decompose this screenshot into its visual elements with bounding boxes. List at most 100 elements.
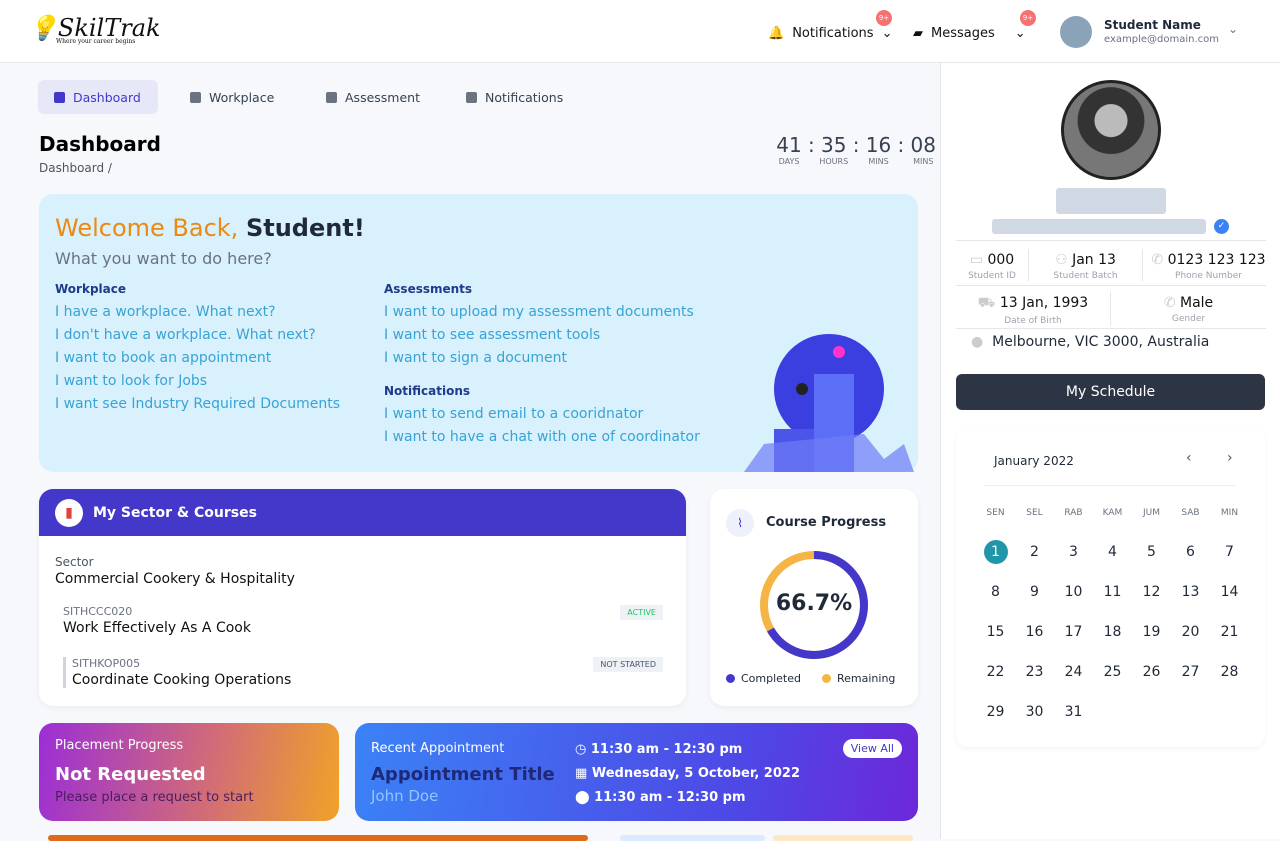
calendar-day[interactable]: 9 [1030,584,1039,600]
logo[interactable]: 💡SkilTrak Where your career begins [28,14,161,45]
workplace-link[interactable]: I want to look for Jobs [55,373,208,389]
workplace-links: Workplace I have a workplace. What next?… [55,282,340,419]
calendar-day[interactable]: 15 [986,624,1005,640]
location-pin-icon: ⬤ [575,790,590,805]
profile-panel: ✓ ▭ 000 Student ID ⚇ Jan 13 Student Batch … [940,63,1280,839]
calendar-day[interactable]: 21 [1220,624,1239,640]
student-id: ▭ 000 Student ID [968,252,1016,281]
calendar-day[interactable]: 22 [986,664,1005,680]
assessment-links: Assessments I want to upload my assessme… [384,282,700,452]
tab-notifications[interactable]: Notifications [450,80,579,114]
sector-courses-card: ▮ My Sector & Courses Sector Commercial … [39,489,686,706]
chevron-left-icon[interactable]: ‹ [1186,450,1192,466]
weekday-label: SEN [986,508,1005,518]
calendar-day[interactable]: 6 [1186,544,1195,560]
calendar-day[interactable]: 14 [1220,584,1239,600]
building-icon [190,91,201,103]
notification-link[interactable]: I want to send email to a cooridnator [384,406,644,422]
calendar-month: January 2022 [994,454,1074,468]
calendar-day[interactable]: 2 [1030,544,1039,560]
email-placeholder [992,219,1206,234]
calendar-weekdays: SEN SEL RAB KAM JUM SAB MIN [976,508,1249,518]
timer-mins: 16 [865,133,892,157]
calendar-day[interactable]: 3 [1069,544,1078,560]
calendar-day[interactable]: 27 [1181,664,1200,680]
tab-assessment[interactable]: Assessment [310,80,436,114]
notification-link[interactable]: I want to have a chat with one of coordi… [384,429,700,445]
tab-dashboard[interactable]: Dashboard [38,80,158,114]
calendar-day[interactable]: 18 [1103,624,1122,640]
view-all-button[interactable]: View All [842,739,902,758]
recent-appointment-card: Recent Appointment Appointment Title Joh… [355,723,918,821]
chevron-right-icon[interactable]: › [1227,450,1233,466]
user-menu-chevron-icon[interactable]: ⌄ [1228,22,1239,36]
welcome-card: Welcome Back, Student! What you want to … [39,194,918,472]
sector-card-title: My Sector & Courses [93,504,257,521]
workplace-link[interactable]: I don't have a workplace. What next? [55,327,316,343]
calendar: January 2022 ‹ › SEN SEL RAB KAM JUM SAB MIN 1… [956,428,1265,747]
user-avatar[interactable] [1060,16,1092,48]
tab-workplace[interactable]: Workplace [174,80,290,114]
notifications-heading: Notifications [384,384,471,398]
chevron-down-icon: ⌄ [881,26,893,41]
workplace-link[interactable]: I want see Industry Required Documents [55,396,341,412]
messages-menu[interactable]: ▰ Messages ⌄ [913,26,1026,41]
address: ● Melbourne, VIC 3000, Australia [971,334,1210,350]
my-schedule-button[interactable]: My Schedule [956,374,1265,410]
calendar-day[interactable]: 16 [1025,624,1044,640]
progress-value: 66.7% [775,591,853,616]
workplace-link[interactable]: I have a workplace. What next? [55,304,276,320]
bell-icon: 🔔 [768,26,785,41]
status-badge: ACTIVE [620,605,663,620]
profile-info-grid: ▭ 000 Student ID ⚇ Jan 13 Student Batch ✆ … [956,240,1266,329]
calendar-day[interactable]: 11 [1103,584,1122,600]
weekday-label: RAB [1064,508,1083,518]
placement-status: Not Requested [55,764,206,785]
name-placeholder [1056,188,1166,214]
calendar-day[interactable]: 20 [1181,624,1200,640]
phone-icon: ✆ [1151,252,1164,268]
calendar-day[interactable]: 31 [1064,704,1083,720]
calendar-day[interactable]: 29 [986,704,1005,720]
calendar-day[interactable]: 4 [1108,544,1117,560]
course-item[interactable]: SITHKOP005 Coordinate Cooking Operations… [63,657,663,688]
progress-completed-arc [760,551,868,659]
weekday-label: SEL [1026,508,1043,518]
next-card-partial [620,835,765,841]
top-header: 💡SkilTrak Where your career begins 🔔 Notif… [0,0,1280,63]
calendar-day[interactable]: 26 [1142,664,1161,680]
notifications-menu[interactable]: 🔔 Notifications ⌄ [768,26,893,41]
calendar-day[interactable]: 7 [1225,544,1234,560]
weekday-label: SAB [1181,508,1200,518]
assessment-link[interactable]: I want to upload my assessment documents [384,304,694,320]
welcome-name: Student! [245,214,365,242]
book-icon: ▮ [55,498,83,527]
appointment-details: ◷ 11:30 am - 12:30 pm ▦ Wednesday, 5 Oct… [575,742,800,805]
calendar-day[interactable]: 12 [1142,584,1161,600]
placement-progress-card[interactable]: Placement Progress Not Requested Please … [39,723,339,821]
calendar-day[interactable]: 19 [1142,624,1161,640]
calendar-day[interactable]: 5 [1147,544,1156,560]
calendar-day[interactable]: 10 [1064,584,1083,600]
assessment-link[interactable]: I want to see assessment tools [384,327,601,343]
timer-mins-label: MINS [868,157,889,166]
calendar-day[interactable]: 25 [1103,664,1122,680]
calendar-day[interactable]: 13 [1181,584,1200,600]
calendar-day[interactable]: 28 [1220,664,1239,680]
calendar-icon: ▦ [575,766,588,781]
calendar-day[interactable]: 1 [976,532,1015,572]
message-icon: ▰ [913,26,923,41]
dashboard-icon [54,91,65,103]
next-card-partial [773,835,913,841]
calendar-day[interactable]: 23 [1025,664,1044,680]
assessment-link[interactable]: I want to sign a document [384,350,567,366]
breadcrumb[interactable]: Dashboard / [39,161,112,175]
calendar-day[interactable]: 8 [991,584,1000,600]
date-of-birth: ⛟ 13 Jan, 1993 Date of Birth [956,292,1111,326]
calendar-day[interactable]: 24 [1064,664,1083,680]
calendar-day[interactable]: 17 [1064,624,1083,640]
id-card-icon: ▭ [969,252,984,268]
calendar-day[interactable]: 30 [1025,704,1044,720]
course-item[interactable]: SITHCCC020 Work Effectively As A Cook AC… [63,605,663,636]
workplace-link[interactable]: I want to book an appointment [55,350,272,366]
